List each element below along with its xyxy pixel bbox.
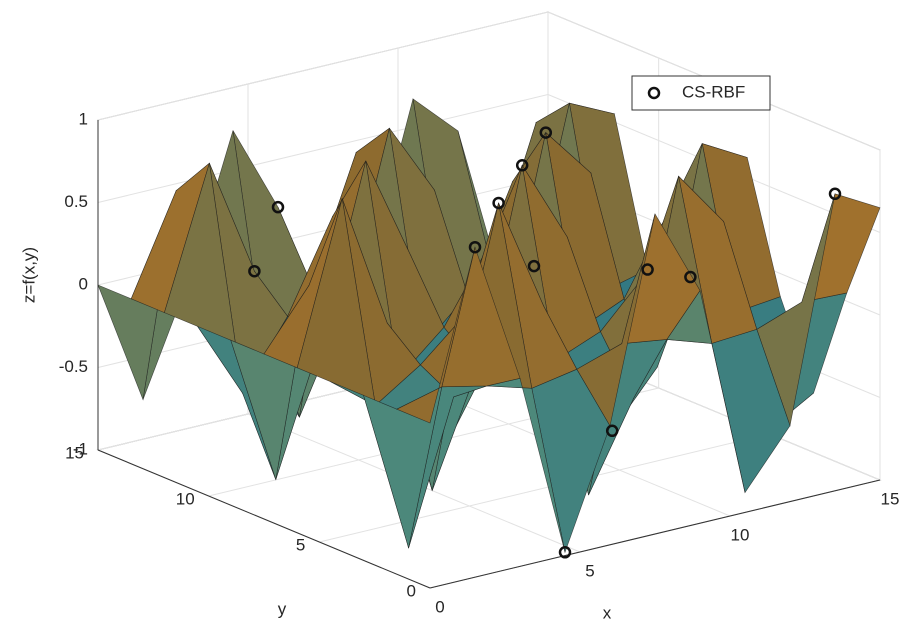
axis-line	[430, 480, 880, 588]
z-tick-label: 0.5	[64, 192, 88, 211]
axis-line	[98, 450, 430, 588]
chart: x y z=f(x,y) 051015051015-1-0.500.51CS-R…	[0, 0, 911, 629]
z-tick-label: 0	[79, 274, 88, 293]
y-axis-label: y	[278, 599, 287, 618]
x-tick-label: 15	[881, 489, 900, 508]
x-tick-label: 5	[585, 561, 594, 580]
grid-line	[98, 12, 548, 120]
z-tick-label: -1	[73, 439, 88, 458]
x-axis-label: x	[603, 603, 612, 622]
legend-label: CS-RBF	[682, 82, 745, 101]
y-tick-label: 10	[176, 489, 195, 508]
y-tick-label: 5	[296, 535, 305, 554]
x-tick-label: 0	[435, 597, 444, 616]
x-tick-label: 10	[731, 525, 750, 544]
z-axis-label: z=f(x,y)	[19, 247, 38, 303]
z-tick-label: 1	[79, 109, 88, 128]
grid-line	[98, 95, 548, 203]
y-tick-label: 0	[407, 581, 416, 600]
z-tick-label: -0.5	[59, 357, 88, 376]
